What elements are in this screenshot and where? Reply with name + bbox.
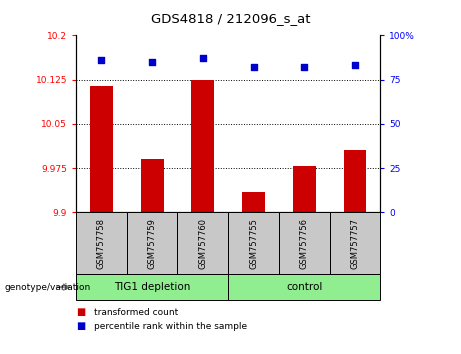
Point	[301, 64, 308, 70]
Point	[199, 56, 207, 61]
Point	[351, 63, 359, 68]
Bar	[90, 86, 113, 212]
Text: ■: ■	[76, 321, 85, 331]
Point	[98, 57, 105, 63]
Text: GSM757757: GSM757757	[350, 218, 360, 269]
Bar	[242, 192, 265, 212]
Text: GDS4818 / 212096_s_at: GDS4818 / 212096_s_at	[151, 12, 310, 25]
Bar	[293, 166, 316, 212]
Text: control: control	[286, 282, 322, 292]
Text: GSM757755: GSM757755	[249, 218, 258, 269]
Text: GSM757759: GSM757759	[148, 218, 157, 269]
Text: GSM757758: GSM757758	[97, 218, 106, 269]
Text: ■: ■	[76, 307, 85, 317]
Text: GSM757756: GSM757756	[300, 218, 309, 269]
Point	[148, 59, 156, 65]
Text: genotype/variation: genotype/variation	[5, 282, 91, 292]
Bar	[191, 80, 214, 212]
Text: GSM757760: GSM757760	[198, 218, 207, 269]
Text: percentile rank within the sample: percentile rank within the sample	[94, 322, 247, 331]
Point	[250, 64, 257, 70]
Text: TIG1 depletion: TIG1 depletion	[114, 282, 190, 292]
Text: transformed count: transformed count	[94, 308, 178, 317]
Bar	[141, 159, 164, 212]
Bar	[343, 150, 366, 212]
